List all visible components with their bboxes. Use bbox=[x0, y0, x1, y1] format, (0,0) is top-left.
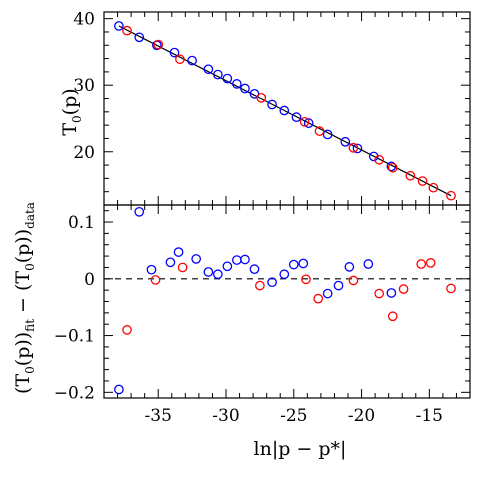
bottom-panel: -35 -30 -25 -20 -15 −0.2 −0.1 0 0.1 bbox=[54, 204, 471, 426]
data-point bbox=[348, 142, 359, 153]
top-y-tick-label: 30 bbox=[73, 76, 95, 96]
data-point bbox=[446, 283, 456, 294]
data-point bbox=[213, 69, 223, 80]
data-point bbox=[222, 73, 233, 84]
bottom-ticks: -35 -30 -25 -20 -15 −0.2 −0.1 0 0.1 bbox=[54, 205, 471, 426]
data-point bbox=[416, 259, 427, 269]
data-point bbox=[279, 105, 290, 116]
data-point bbox=[386, 161, 397, 172]
bottom-plot-frame bbox=[103, 204, 471, 399]
bottom-y-tick-label: 0 bbox=[84, 270, 95, 290]
data-point bbox=[153, 39, 164, 50]
data-point bbox=[291, 112, 302, 123]
data-point bbox=[169, 47, 180, 58]
data-point bbox=[314, 126, 325, 136]
data-point bbox=[298, 258, 309, 269]
data-point bbox=[301, 274, 311, 285]
x-axis-label: ln|p − p*| bbox=[254, 438, 347, 460]
data-point bbox=[352, 143, 363, 154]
data-point bbox=[203, 64, 214, 75]
data-point bbox=[344, 262, 355, 272]
fit-line-layer bbox=[118, 25, 452, 197]
data-point bbox=[255, 280, 265, 291]
x-tick-label: -35 bbox=[145, 406, 172, 426]
top-ticks: 20 30 40 bbox=[73, 10, 471, 205]
data-point bbox=[374, 288, 385, 299]
data-point bbox=[122, 325, 132, 335]
data-point bbox=[231, 255, 242, 265]
data-point bbox=[256, 93, 267, 103]
bottom-y-tick-label: −0.1 bbox=[54, 327, 95, 347]
bottom-y-tick-label: −0.2 bbox=[54, 383, 95, 403]
x-tick-label: -15 bbox=[416, 406, 443, 426]
data-point bbox=[322, 129, 333, 140]
data-point bbox=[114, 21, 124, 31]
residual-data-points bbox=[114, 206, 456, 395]
data-point bbox=[165, 257, 176, 268]
top-data-points bbox=[114, 21, 456, 201]
data-point bbox=[322, 288, 333, 299]
data-point bbox=[267, 99, 277, 110]
data-point bbox=[279, 269, 290, 280]
data-point bbox=[187, 55, 197, 66]
data-point bbox=[222, 261, 233, 272]
data-point bbox=[405, 170, 416, 181]
top-y-tick-label: 20 bbox=[73, 143, 95, 163]
data-point bbox=[425, 258, 436, 268]
data-point bbox=[398, 284, 409, 294]
data-point bbox=[122, 25, 132, 36]
data-point bbox=[213, 269, 223, 280]
data-point bbox=[173, 247, 184, 257]
top-y-axis-label: T0(p) bbox=[59, 88, 84, 135]
data-point bbox=[203, 267, 214, 277]
data-point bbox=[333, 280, 344, 291]
data-point bbox=[428, 182, 439, 193]
data-point bbox=[299, 116, 310, 127]
data-point bbox=[387, 311, 398, 322]
data-point bbox=[387, 162, 398, 173]
data-point bbox=[368, 151, 379, 162]
data-point bbox=[240, 254, 250, 265]
data-point bbox=[363, 259, 374, 269]
bottom-y-tick-label: 0.1 bbox=[68, 213, 95, 233]
x-tick-label: -30 bbox=[212, 406, 239, 426]
data-point bbox=[134, 206, 145, 217]
data-point bbox=[340, 136, 351, 147]
bottom-y-axis-label: (T0(p))fit − (T0(p))data bbox=[12, 202, 37, 394]
data-point bbox=[150, 275, 161, 285]
data-point bbox=[288, 259, 299, 270]
data-point bbox=[374, 154, 385, 165]
data-point bbox=[240, 83, 250, 94]
data-point bbox=[386, 288, 397, 298]
data-point bbox=[267, 277, 277, 288]
data-point bbox=[191, 254, 202, 264]
top-y-tick-label: 40 bbox=[73, 10, 95, 30]
data-point bbox=[114, 384, 124, 395]
fit-line bbox=[118, 25, 452, 197]
data-point bbox=[146, 264, 157, 275]
x-tick-label: -20 bbox=[348, 406, 375, 426]
data-point bbox=[348, 275, 359, 286]
data-point bbox=[249, 264, 260, 274]
data-point bbox=[446, 190, 456, 201]
data-point bbox=[313, 293, 324, 304]
data-point bbox=[177, 262, 188, 273]
data-point bbox=[417, 176, 428, 186]
data-point bbox=[175, 54, 185, 65]
x-tick-label: -25 bbox=[280, 406, 307, 426]
top-panel: 20 30 40 bbox=[73, 10, 471, 206]
data-point bbox=[134, 32, 145, 43]
data-point bbox=[303, 118, 314, 128]
data-point bbox=[231, 79, 242, 89]
